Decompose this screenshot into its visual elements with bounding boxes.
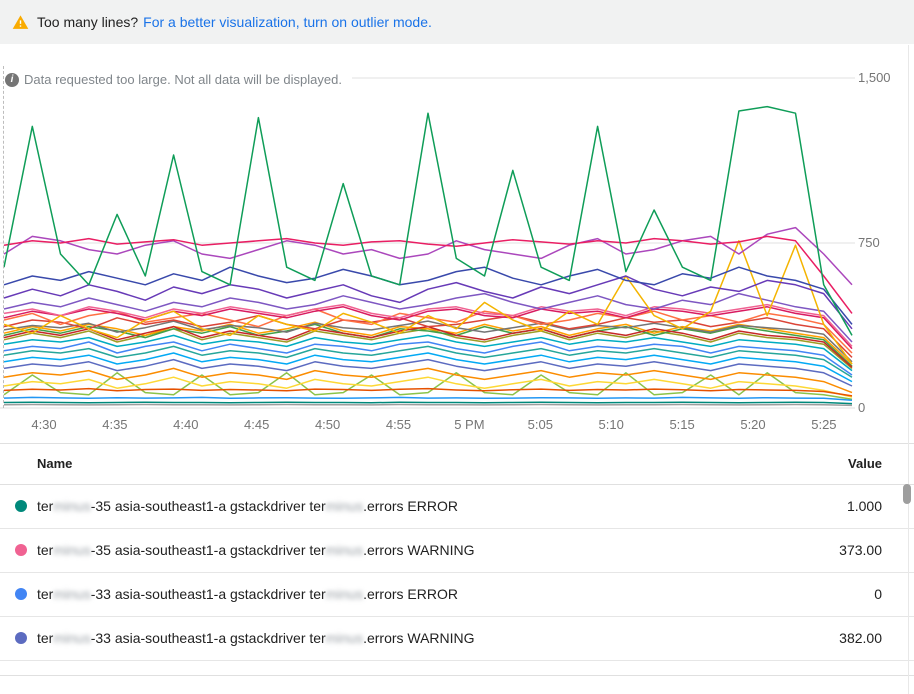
warning-text: Too many lines?: [37, 14, 139, 30]
scrollbar-thumb[interactable]: [903, 484, 911, 504]
x-axis-tick: 5:10: [598, 417, 624, 432]
notice-text: Data requested too large. Not all data w…: [24, 72, 342, 87]
series-color-dot: [15, 544, 27, 556]
legend-row[interactable]: terminus-33 asia-southeast1-a gstackdriv…: [0, 617, 914, 661]
series-value: 0: [874, 586, 882, 602]
warning-icon: [12, 14, 29, 31]
data-truncation-notice: Data requested too large. Not all data w…: [0, 71, 352, 89]
series-value: 373.00: [839, 542, 882, 558]
legend-row[interactable]: terminus-33 asia-southeast1-a gstackdriv…: [0, 573, 914, 617]
series-value: 1.000: [846, 498, 882, 514]
legend-header-value: Value: [848, 456, 882, 471]
legend-header-name: Name: [37, 456, 73, 471]
series-color-dot: [15, 588, 27, 600]
legend-row[interactable]: terminus-35 asia-southeast1-a gstackdriv…: [0, 485, 914, 529]
legend-header-row: Name Value: [0, 444, 914, 485]
series-color-dot: [15, 500, 27, 512]
outlier-warning-banner: Too many lines? For a better visualizati…: [0, 0, 914, 44]
x-axis-tick: 5:15: [669, 417, 695, 432]
series-name: terminus-35 asia-southeast1-a gstackdriv…: [37, 542, 475, 558]
info-icon: i: [5, 73, 19, 87]
y-axis-tick: 1,500: [858, 70, 891, 85]
plot-left-boundary: [3, 66, 4, 408]
series-name: terminus-33 asia-southeast1-a gstackdriv…: [37, 630, 475, 646]
scrollbar-track: [908, 45, 909, 694]
y-axis-tick: 0: [858, 400, 866, 415]
x-axis-tick: 4:30: [31, 417, 57, 432]
x-axis-tick: 4:50: [314, 417, 341, 432]
legend-row[interactable]: terminus-35 asia-southeast1-a gstackdriv…: [0, 529, 914, 573]
x-axis-tick: 4:35: [102, 417, 128, 432]
series-value: 382.00: [839, 630, 882, 646]
x-axis-tick: 4:55: [385, 417, 412, 432]
x-axis-tick: 4:40: [173, 417, 199, 432]
x-axis-tick: 4:45: [244, 417, 270, 432]
series-name: terminus-35 asia-southeast1-a gstackdriv…: [37, 498, 458, 514]
outlier-mode-link[interactable]: For a better visualization, turn on outl…: [143, 14, 432, 30]
line-chart[interactable]: [0, 0, 914, 445]
x-axis-tick: 5:25: [811, 417, 837, 432]
x-axis-tick: 5 PM: [454, 417, 485, 432]
y-axis-tick: 750: [858, 235, 880, 250]
series-name: terminus-33 asia-southeast1-a gstackdriv…: [37, 586, 458, 602]
legend-row-partial: [0, 661, 914, 676]
series-color-dot: [15, 632, 27, 644]
x-axis-tick: 5:05: [527, 417, 553, 432]
legend-table: Name Value terminus-35 asia-southeast1-a…: [0, 443, 914, 676]
x-axis-tick: 5:20: [740, 417, 766, 432]
